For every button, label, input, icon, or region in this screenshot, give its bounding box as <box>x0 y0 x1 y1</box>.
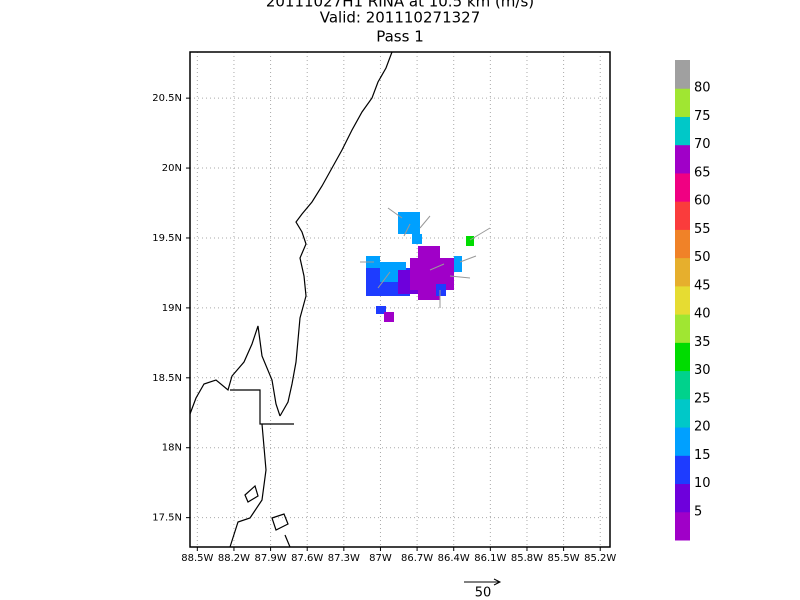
title-line: Pass 1 <box>376 28 424 46</box>
x-tick-label: 85.2W <box>584 553 616 564</box>
colorbar-label: 75 <box>694 109 711 124</box>
colorbar-label: 45 <box>694 278 711 293</box>
colorbar-label: 70 <box>694 137 711 152</box>
colorbar-swatch <box>675 144 690 174</box>
grid <box>186 52 610 551</box>
colorbar-swatch <box>675 511 690 541</box>
colorbar-swatch <box>675 398 690 428</box>
x-tick-label: 87.9W <box>255 553 287 564</box>
colorbar-label: 25 <box>694 391 711 406</box>
vector-legend-arrowhead <box>493 578 502 586</box>
y-tick-label: 18N <box>162 443 182 454</box>
colorbar-swatch <box>675 257 690 287</box>
x-tick-label: 88.5W <box>181 553 213 564</box>
x-tick-label: 86.1W <box>474 553 506 564</box>
x-tick-label: 88.2W <box>218 553 250 564</box>
coastline <box>189 51 393 548</box>
colorbar-label: 60 <box>694 194 711 209</box>
colorbar-swatch <box>675 370 690 400</box>
colorbar-label: 35 <box>694 335 711 350</box>
colorbar-swatch <box>675 483 690 513</box>
colorbar-swatch <box>675 285 690 315</box>
x-tick-label: 87.3W <box>328 553 360 564</box>
colorbar-label: 50 <box>694 250 711 265</box>
colorbar-label: 10 <box>694 476 711 491</box>
x-tick-label: 87W <box>369 553 392 564</box>
colorbar-swatch <box>675 229 690 259</box>
y-tick-label: 20N <box>162 163 182 174</box>
colorbar-label: 80 <box>694 81 711 96</box>
colorbar-swatch <box>675 60 690 89</box>
plot-frame <box>189 51 611 548</box>
wind-cells <box>366 212 474 322</box>
x-tick-label: 85.8W <box>511 553 543 564</box>
x-tick-label: 85.5W <box>548 553 580 564</box>
title-line: 20111027H1 RINA at 10.5 km (m/s) <box>266 0 534 11</box>
y-tick-label: 19.5N <box>152 233 182 244</box>
title-line: Valid: 201110271327 <box>320 9 481 27</box>
colorbar-label: 55 <box>694 222 711 237</box>
colorbar-swatch <box>675 172 690 202</box>
y-tick-label: 19N <box>162 303 182 314</box>
colorbar-swatch <box>675 88 690 117</box>
colorbar-label: 65 <box>694 165 711 180</box>
colorbar-label: 40 <box>694 307 711 322</box>
colorbar-swatch <box>675 342 690 372</box>
colorbar-label: 20 <box>694 420 711 435</box>
x-tick-label: 86.7W <box>401 553 433 564</box>
vector-legend-label: 50 <box>475 586 492 600</box>
colorbar-label: 5 <box>694 504 702 519</box>
wind-vectors <box>360 207 491 308</box>
colorbar-label: 30 <box>694 363 711 378</box>
colorbar-swatch <box>675 314 690 343</box>
x-tick-label: 86.4W <box>438 553 470 564</box>
x-tick-label: 87.6W <box>291 553 323 564</box>
colorbar-swatch <box>675 116 690 146</box>
colorbar-swatch <box>675 455 690 485</box>
y-tick-label: 17.5N <box>152 513 182 524</box>
colorbar-swatch <box>675 201 690 230</box>
colorbar-label: 15 <box>694 448 711 463</box>
y-tick-label: 18.5N <box>152 373 182 384</box>
colorbar: 5 10 15 20 25 30 35 40 45 50 55 60 65 70 75 80 <box>675 60 711 541</box>
y-tick-label: 20.5N <box>152 93 182 104</box>
colorbar-swatch <box>675 427 690 456</box>
